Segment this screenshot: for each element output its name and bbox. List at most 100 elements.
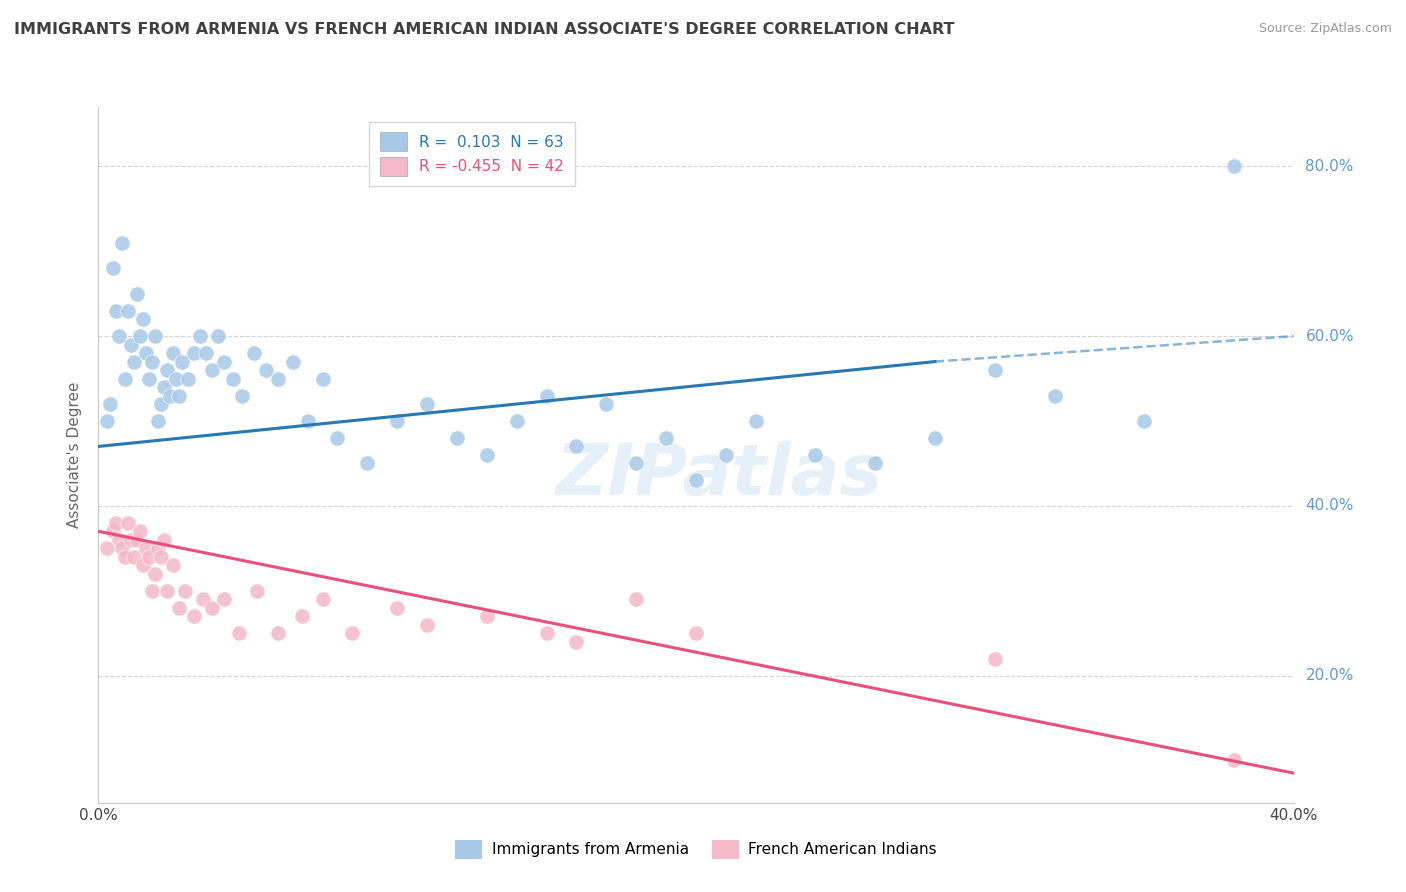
Text: 60.0%: 60.0% [1306, 328, 1354, 343]
Point [385, 414, 409, 428]
Point [865, 457, 887, 471]
Point [984, 363, 1007, 377]
Text: 20.0%: 20.0% [1306, 668, 1354, 683]
Point [475, 609, 498, 624]
Point [162, 558, 184, 573]
Point [685, 474, 707, 488]
Point [1223, 753, 1246, 767]
Point [98, 397, 122, 411]
Point [201, 600, 224, 615]
Point [148, 541, 170, 556]
Point [685, 626, 707, 640]
Point [96, 541, 118, 556]
Point [105, 516, 128, 530]
Point [246, 583, 269, 598]
Point [127, 533, 149, 547]
Point [120, 533, 142, 547]
Text: ZIPatlas: ZIPatlas [557, 442, 883, 510]
Point [565, 634, 588, 648]
Point [655, 431, 678, 445]
Point [714, 448, 737, 462]
Point [141, 583, 163, 598]
Point [267, 371, 290, 385]
Point [804, 448, 827, 462]
Point [135, 541, 157, 556]
Point [231, 388, 253, 402]
Point [120, 337, 142, 351]
Point [129, 524, 152, 539]
Point [174, 583, 197, 598]
Point [159, 388, 181, 402]
Legend: Immigrants from Armenia, French American Indians: Immigrants from Armenia, French American… [449, 834, 943, 864]
Point [281, 354, 304, 368]
Point [129, 329, 152, 343]
Point [1223, 160, 1246, 174]
Point [254, 363, 277, 377]
Point [111, 541, 134, 556]
Point [167, 388, 190, 402]
Point [114, 371, 136, 385]
Point [183, 609, 205, 624]
Point [141, 354, 163, 368]
Point [156, 363, 179, 377]
Point [416, 397, 439, 411]
Point [267, 626, 290, 640]
Point [626, 592, 648, 607]
Point [111, 235, 134, 250]
Point [167, 600, 190, 615]
Point [103, 261, 125, 276]
Point [177, 371, 200, 385]
Point [446, 431, 468, 445]
Point [153, 533, 176, 547]
Point [108, 533, 131, 547]
Text: 80.0%: 80.0% [1306, 159, 1354, 174]
Point [143, 329, 166, 343]
Point [172, 354, 194, 368]
Point [117, 516, 139, 530]
Point [385, 600, 409, 615]
Point [595, 397, 617, 411]
Point [153, 380, 176, 394]
Point [183, 346, 205, 360]
Point [150, 397, 173, 411]
Point [124, 354, 146, 368]
Point [148, 414, 170, 428]
Point [565, 439, 588, 453]
Point [212, 354, 235, 368]
Point [228, 626, 250, 640]
Point [984, 651, 1007, 665]
Point [117, 303, 139, 318]
Point [132, 558, 155, 573]
Point [924, 431, 946, 445]
Point [326, 431, 349, 445]
Point [188, 329, 211, 343]
Point [195, 346, 218, 360]
Point [342, 626, 364, 640]
Point [201, 363, 224, 377]
Text: IMMIGRANTS FROM ARMENIA VS FRENCH AMERICAN INDIAN ASSOCIATE'S DEGREE CORRELATION: IMMIGRANTS FROM ARMENIA VS FRENCH AMERIC… [14, 22, 955, 37]
Point [105, 303, 128, 318]
Point [311, 371, 333, 385]
Point [165, 371, 187, 385]
Point [311, 592, 333, 607]
Text: Source: ZipAtlas.com: Source: ZipAtlas.com [1258, 22, 1392, 36]
Point [297, 414, 319, 428]
Point [114, 549, 136, 564]
Point [138, 371, 160, 385]
Point [745, 414, 768, 428]
Point [135, 346, 157, 360]
Point [212, 592, 235, 607]
Point [108, 329, 131, 343]
Y-axis label: Associate's Degree: Associate's Degree [67, 382, 83, 528]
Point [162, 346, 184, 360]
Point [243, 346, 266, 360]
Point [132, 312, 155, 326]
Point [191, 592, 214, 607]
Point [207, 329, 229, 343]
Point [506, 414, 529, 428]
Point [124, 549, 146, 564]
Point [536, 388, 558, 402]
Point [626, 457, 648, 471]
Point [103, 524, 125, 539]
Point [475, 448, 498, 462]
